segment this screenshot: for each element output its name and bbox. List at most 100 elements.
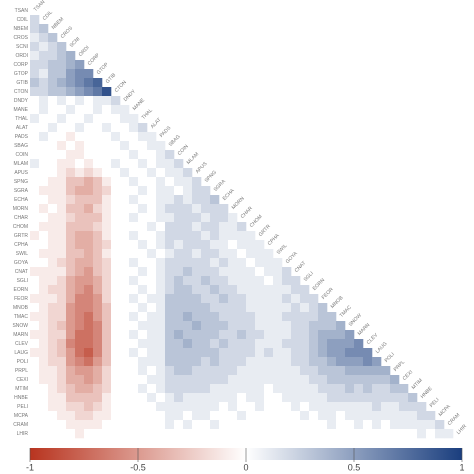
heatmap-cell [192, 303, 202, 313]
heatmap-cell [138, 357, 148, 367]
heatmap-cell [84, 132, 94, 142]
heatmap-cell [39, 177, 49, 187]
row-label: TSAN [15, 8, 29, 14]
heatmap-cell [120, 114, 130, 124]
heatmap-cell [345, 357, 355, 367]
heatmap-cell [30, 330, 40, 340]
heatmap-cell [102, 186, 112, 196]
column-label: CROS [60, 25, 75, 40]
heatmap-cell [111, 213, 121, 223]
heatmap-cell [147, 213, 157, 223]
heatmap-cell [48, 87, 58, 97]
heatmap-cell [327, 393, 337, 403]
heatmap-cell [264, 285, 274, 295]
heatmap-cell [48, 123, 58, 133]
heatmap-cell [165, 357, 175, 367]
heatmap-cell [120, 222, 130, 232]
row-label: MARN [13, 332, 28, 338]
heatmap-cell [129, 420, 139, 430]
heatmap-cell [345, 339, 355, 349]
heatmap-cell [336, 420, 346, 430]
heatmap-cell [264, 393, 274, 403]
heatmap-cell [48, 231, 58, 241]
heatmap-cell [48, 276, 58, 286]
heatmap-cell [345, 384, 355, 394]
heatmap-cell [39, 168, 49, 178]
colorbar-tick-label: -0.5 [130, 462, 146, 472]
heatmap-cell [30, 339, 40, 349]
heatmap-cell [264, 339, 274, 349]
heatmap-cell [201, 303, 211, 313]
row-label: EORN [14, 287, 29, 293]
heatmap-cell [93, 195, 103, 205]
heatmap-cell [120, 393, 130, 403]
heatmap-cell [201, 294, 211, 304]
heatmap-cell [111, 276, 121, 286]
heatmap-cell [228, 303, 238, 313]
heatmap-cell [246, 285, 256, 295]
heatmap-cell [57, 321, 67, 331]
heatmap-cell [327, 420, 337, 430]
heatmap-cell [192, 375, 202, 385]
heatmap-cell [66, 303, 76, 313]
row-label: THAL [15, 116, 28, 122]
heatmap-cell [75, 384, 85, 394]
heatmap-cell [408, 429, 418, 439]
heatmap-cell [66, 213, 76, 223]
heatmap-cell [183, 285, 193, 295]
heatmap-cell [399, 420, 409, 430]
heatmap-cell [48, 402, 58, 412]
heatmap-cell [75, 222, 85, 232]
heatmap-cell [156, 429, 166, 439]
heatmap-cell [444, 429, 454, 439]
heatmap-cell [183, 213, 193, 223]
heatmap-cell [237, 411, 247, 421]
heatmap-cell [165, 294, 175, 304]
heatmap-cell [309, 294, 319, 304]
heatmap-cell [165, 150, 175, 160]
heatmap-cell [102, 105, 112, 115]
heatmap-cell [165, 240, 175, 250]
heatmap-cell [39, 123, 49, 133]
heatmap-cell [66, 231, 76, 241]
heatmap-cell [246, 240, 256, 250]
heatmap-cell [84, 366, 94, 376]
heatmap-cell [183, 168, 193, 178]
heatmap-cell [102, 303, 112, 313]
heatmap-cell [138, 231, 148, 241]
heatmap-cell [183, 186, 193, 196]
heatmap-cell [30, 123, 40, 133]
heatmap-cell [66, 240, 76, 250]
heatmap-cell [273, 258, 283, 268]
heatmap-cell [57, 285, 67, 295]
heatmap-cell [201, 267, 211, 277]
column-label: LHIR [456, 423, 469, 436]
heatmap-cell [129, 348, 139, 358]
heatmap-cell [426, 429, 436, 439]
heatmap-cell [39, 222, 49, 232]
heatmap-cell [75, 411, 85, 421]
heatmap-cell [291, 402, 301, 412]
heatmap-cell [84, 258, 94, 268]
heatmap-cell [147, 132, 157, 142]
heatmap-cell [381, 429, 391, 439]
heatmap-cell [66, 159, 76, 169]
heatmap-cell [372, 393, 382, 403]
heatmap-cell [39, 141, 49, 151]
heatmap-cell [93, 105, 103, 115]
row-label: ORDI [16, 53, 29, 59]
heatmap-cell [174, 420, 184, 430]
column-label: APUS [195, 161, 209, 175]
heatmap-cell [300, 393, 310, 403]
heatmap-cell [201, 186, 211, 196]
heatmap-cell [57, 357, 67, 367]
heatmap-cell [273, 321, 283, 331]
heatmap-cell [75, 114, 85, 124]
heatmap-cell [102, 141, 112, 151]
row-label: CHOM [13, 224, 28, 230]
heatmap-cell [237, 402, 247, 412]
heatmap-cell [120, 141, 130, 151]
heatmap-cell [183, 420, 193, 430]
heatmap-cell [210, 195, 220, 205]
heatmap-cell [273, 303, 283, 313]
